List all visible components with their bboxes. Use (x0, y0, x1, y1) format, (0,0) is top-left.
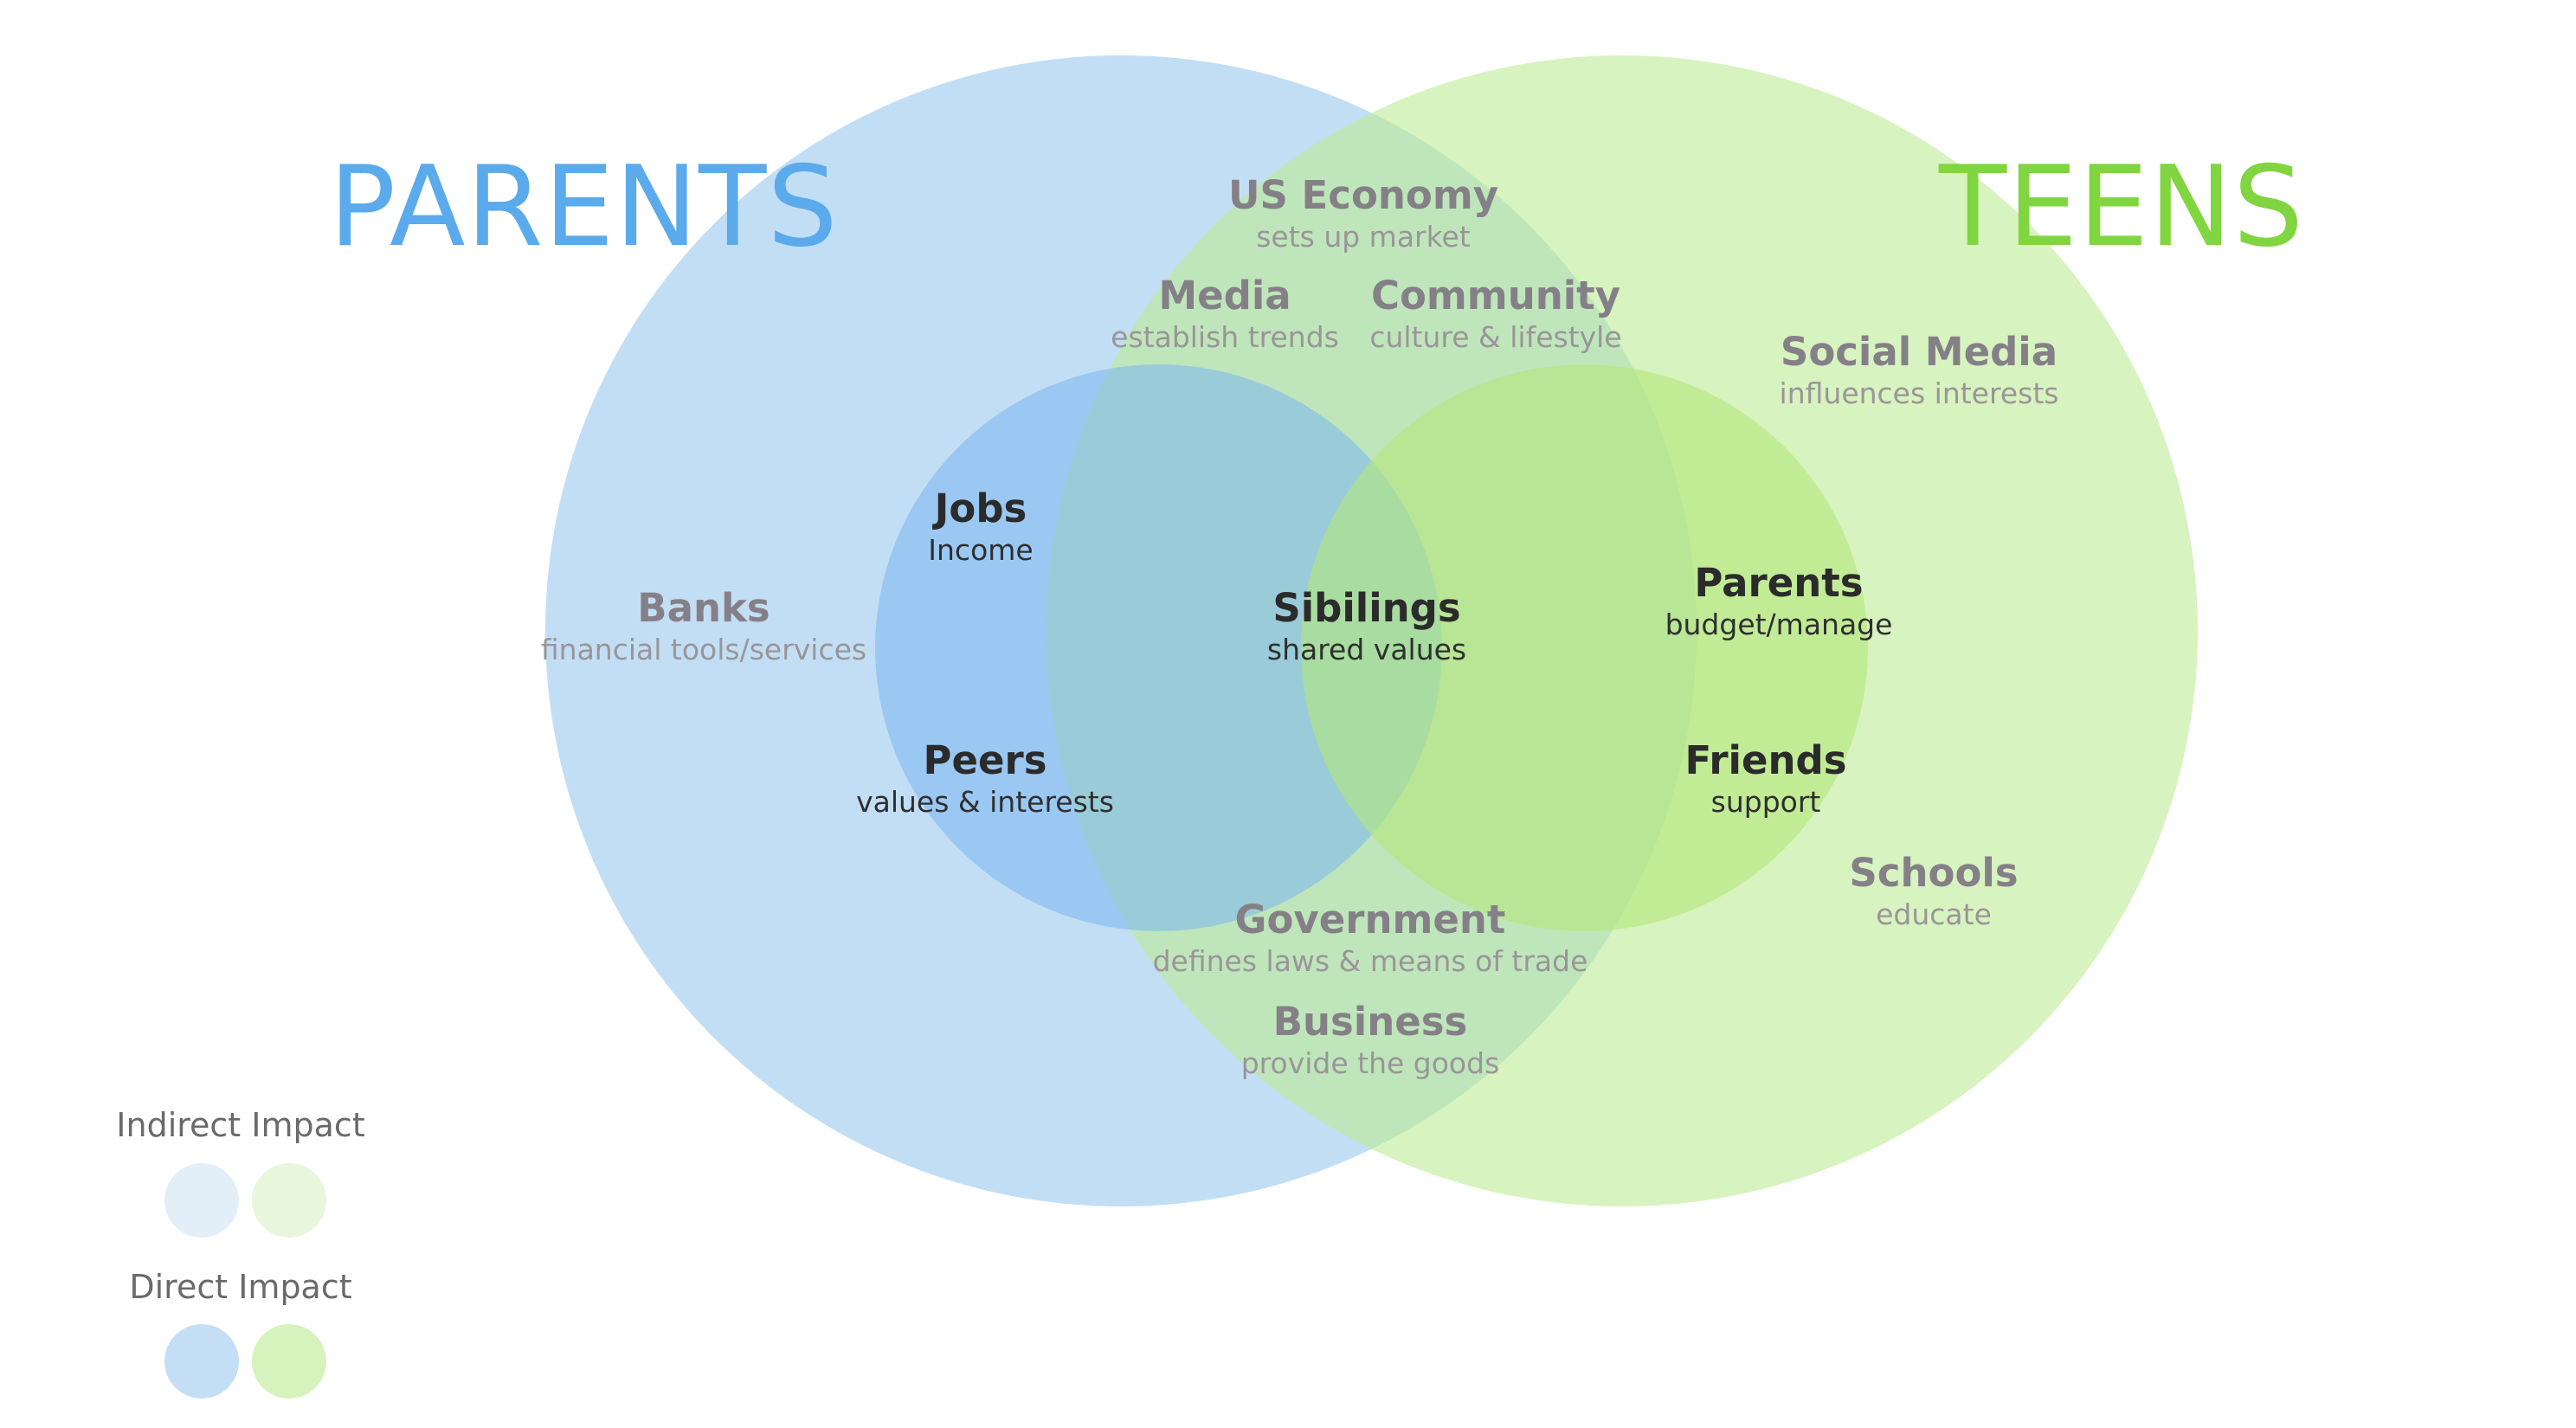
node-name: Schools (1849, 850, 2019, 896)
node-description: culture & lifestyle (1369, 320, 1622, 354)
node-peers: Peers values & interests (682, 738, 1288, 821)
node-schools: Schools educate (1631, 851, 2237, 934)
node-social-media: Social Media influences interests (1616, 330, 2222, 413)
node-description: Income (928, 533, 1034, 567)
node-description: financial tools/services (540, 633, 867, 666)
node-name: Media (1158, 273, 1291, 318)
node-name: Peers (923, 737, 1047, 783)
node-media: Media establish trends (922, 273, 1528, 357)
node-description: influences interests (1779, 376, 2059, 410)
node-friends: Friends support (1463, 738, 2069, 821)
node-community: Community culture & lifestyle (1193, 273, 1799, 357)
legend-direct-parents-swatch (164, 1324, 239, 1399)
node-description: provide the goods (1240, 1046, 1500, 1080)
legend-direct-teens-swatch (252, 1324, 326, 1399)
node-description: defines laws & means of trade (1152, 944, 1588, 978)
node-name: Business (1272, 999, 1468, 1045)
node-description: values & interests (856, 785, 1114, 819)
node-description: support (1710, 785, 1821, 819)
node-description: budget/manage (1665, 608, 1893, 641)
node-government: Government defines laws & means of trade (1067, 897, 1673, 981)
node-name: Sibilings (1272, 585, 1461, 631)
node-jobs: Jobs Income (678, 486, 1284, 569)
node-name: Community (1370, 273, 1621, 318)
node-business: Business provide the goods (1067, 1000, 1673, 1083)
node-description: educate (1876, 897, 1992, 931)
node-description: shared values (1266, 633, 1467, 666)
legend-indirect-parents-swatch (164, 1163, 239, 1238)
teens-direct-circle (1301, 364, 1868, 931)
node-description: establish trends (1111, 320, 1339, 354)
node-name: Social Media (1780, 329, 2058, 375)
node-banks: Banks financial tools/services (401, 586, 1007, 669)
legend-indirect-label: Indirect Impact (116, 1106, 365, 1144)
node-name: Banks (637, 585, 770, 631)
node-name: US Economy (1227, 172, 1499, 218)
node-name: Friends (1684, 737, 1847, 783)
legend-indirect-teens-swatch (252, 1163, 326, 1238)
teens-title: TEENS (1939, 143, 2304, 272)
node-name: Government (1234, 897, 1506, 942)
parents-title: PARENTS (329, 143, 839, 272)
node-description: sets up market (1256, 220, 1471, 254)
node-name: Jobs (934, 486, 1027, 531)
node-us-economy: US Economy sets up market (1060, 173, 1666, 256)
legend-direct-label: Direct Impact (129, 1268, 352, 1306)
node-siblings: Sibilings shared values (1064, 586, 1670, 669)
node-parents: Parents budget/manage (1476, 561, 2082, 644)
node-name: Parents (1694, 560, 1864, 606)
